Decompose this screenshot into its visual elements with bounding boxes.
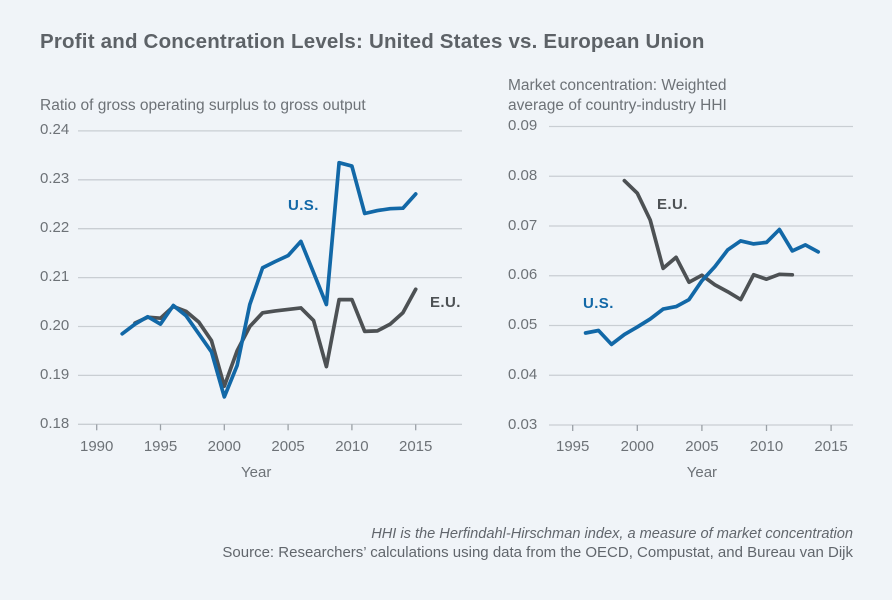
footer-source: Source: Researchers’ calculations using … [222, 544, 853, 561]
right-x-tick-label: 1995 [556, 438, 590, 455]
left-chart-eu-series-label: E.U. [430, 294, 461, 311]
right-y-tick-label: 0.05 [508, 316, 538, 333]
right-chart-subtitle: Market concentration: Weighted average o… [508, 77, 727, 114]
right-chart-eu-line [622, 178, 795, 302]
left-y-tick-label: 0.19 [40, 365, 70, 383]
right-y-tick-label: 0.03 [508, 415, 538, 433]
left-chart [78, 130, 462, 431]
left-chart-eu-line [133, 287, 418, 389]
left-x-tick-label: 2005 [271, 438, 305, 455]
left-x-tick-label: 2000 [207, 438, 241, 455]
right-chart-us-line [583, 227, 821, 347]
left-x-tick-label: 1990 [80, 438, 114, 455]
left-x-axis-title: Year [241, 464, 272, 481]
left-y-tick-label: 0.20 [40, 317, 70, 334]
right-x-tick-label: 2010 [749, 438, 784, 455]
left-x-tick-label: 2010 [335, 438, 369, 455]
left-y-tick-label: 0.24 [40, 121, 70, 139]
left-chart-us-series-label: U.S. [288, 197, 319, 214]
footer: HHI is the Herfindahl-Hirschman index, a… [222, 526, 853, 561]
right-chart-us-series-label: U.S. [583, 295, 614, 312]
left-x-tick-label: 1995 [143, 438, 178, 455]
left-y-tick-label: 0.21 [40, 268, 70, 286]
left-x-tick-label: 2015 [399, 438, 433, 455]
left-y-tick-label: 0.23 [40, 170, 70, 188]
footer-note: HHI is the Herfindahl-Hirschman index, a… [371, 526, 853, 542]
right-y-tick-label: 0.06 [508, 266, 538, 284]
right-x-axis-title: Year [686, 464, 718, 481]
right-y-tick-label: 0.09 [508, 117, 538, 134]
right-y-tick-label: 0.07 [508, 216, 538, 234]
page-title: Profit and Concentration Levels: United … [40, 30, 705, 53]
left-chart-us-line [120, 160, 418, 399]
right-x-tick-label: 2000 [620, 438, 654, 455]
right-chart-eu-series-label: E.U. [657, 196, 688, 213]
right-chart [549, 125, 853, 431]
right-x-tick-label: 2005 [685, 438, 719, 455]
right-x-tick-label: 2015 [814, 438, 848, 455]
right-y-tick-label: 0.04 [508, 365, 538, 383]
right-y-tick-label: 0.08 [508, 166, 538, 184]
left-y-tick-label: 0.22 [40, 219, 70, 237]
left-y-tick-label: 0.18 [40, 414, 70, 432]
left-chart-subtitle: Ratio of gross operating surplus to gros… [40, 97, 366, 114]
